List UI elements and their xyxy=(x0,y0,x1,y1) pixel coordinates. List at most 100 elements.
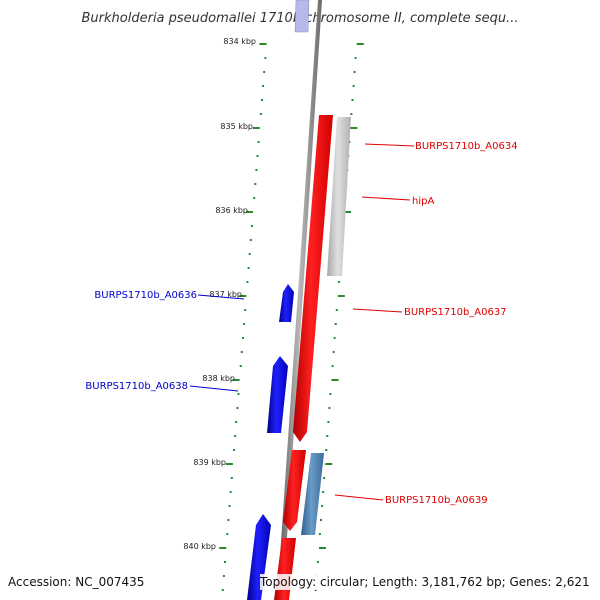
label-hipa[interactable]: hipA xyxy=(412,196,434,207)
minor-tick xyxy=(256,155,259,157)
minor-tick xyxy=(248,253,251,255)
minor-tick xyxy=(229,491,232,493)
minor-tick xyxy=(314,589,317,591)
major-tick xyxy=(239,295,247,297)
minor-tick xyxy=(326,435,329,437)
minor-tick xyxy=(257,141,260,143)
minor-tick xyxy=(316,561,319,563)
tick-label-836: 836 kbp xyxy=(215,206,248,215)
tick-labels: 834 kbp 835 kbp 836 kbp 837 kbp 838 kbp … xyxy=(183,37,256,551)
major-tick xyxy=(259,43,267,45)
gene-feature-steel[interactable] xyxy=(301,453,324,535)
minor-tick xyxy=(332,351,335,353)
tick-label-835: 835 kbp xyxy=(220,122,253,131)
gene-feature-red-bottom[interactable] xyxy=(274,538,296,600)
minor-tick xyxy=(250,225,253,227)
minor-tick xyxy=(255,169,258,171)
minor-tick xyxy=(333,337,336,339)
minor-tick xyxy=(242,337,244,339)
minor-tick xyxy=(228,505,231,507)
minor-tick xyxy=(227,519,230,521)
minor-tick xyxy=(224,561,226,563)
leader-a0636 xyxy=(197,294,245,300)
minor-tick xyxy=(335,309,338,311)
label-burps1710b-a0634[interactable]: BURPS1710b_A0634 xyxy=(415,141,518,152)
gene-burps1710b-a0638[interactable] xyxy=(267,356,288,433)
major-tick xyxy=(325,463,333,465)
gene-burps1710b-a0637[interactable] xyxy=(293,115,333,442)
leader-a0638 xyxy=(189,385,239,392)
minor-tick xyxy=(222,575,225,577)
minor-tick xyxy=(262,85,265,87)
minor-tick xyxy=(320,519,322,521)
major-tick xyxy=(356,43,364,45)
gene-burps1710b-a0636[interactable] xyxy=(279,284,294,322)
gene-feature-top[interactable] xyxy=(294,0,310,33)
minor-tick xyxy=(325,449,328,451)
minor-tick xyxy=(322,491,325,493)
minor-tick xyxy=(240,351,243,353)
major-tick xyxy=(246,211,253,213)
label-burps1710b-a0639[interactable]: BURPS1710b_A0639 xyxy=(385,495,488,506)
minor-tick xyxy=(261,99,263,101)
label-leaders xyxy=(189,143,415,501)
major-tick xyxy=(225,463,233,465)
minor-tick xyxy=(233,449,235,451)
minor-tick xyxy=(244,309,247,311)
minor-tick xyxy=(236,407,239,409)
minor-tick xyxy=(331,365,334,367)
major-tick xyxy=(350,127,358,129)
minor-tick xyxy=(328,407,331,409)
minor-tick xyxy=(247,267,250,269)
major-tick xyxy=(232,379,240,381)
label-burps1710b-a0637[interactable]: BURPS1710b_A0637 xyxy=(404,307,507,318)
major-tick xyxy=(331,379,339,381)
gene-burps1710b-a0639[interactable] xyxy=(283,450,306,531)
leader-hipa xyxy=(361,196,411,201)
minor-tick xyxy=(246,281,249,283)
minor-tick xyxy=(329,393,332,395)
major-tick xyxy=(337,295,345,297)
genome-backbone xyxy=(277,0,322,600)
minor-tick xyxy=(259,113,262,115)
minor-tick xyxy=(243,323,246,325)
minor-tick xyxy=(254,183,257,185)
minor-tick xyxy=(351,99,354,101)
tick-label-840: 840 kbp xyxy=(183,542,216,551)
label-burps1710b-a0638[interactable]: BURPS1710b_A0638 xyxy=(85,381,188,392)
major-tick xyxy=(344,211,352,213)
leader-a0639 xyxy=(334,494,384,501)
leader-a0637 xyxy=(352,308,403,313)
tick-label-834: 834 kbp xyxy=(223,37,256,46)
topology-info: Topology: circular; Length: 3,181,762 bp… xyxy=(260,574,590,590)
minor-tick xyxy=(318,533,321,535)
minor-tick xyxy=(321,505,324,507)
minor-tick xyxy=(237,393,240,395)
tick-label-838: 838 kbp xyxy=(202,374,235,383)
minor-tick xyxy=(334,323,337,325)
major-tick xyxy=(219,547,227,549)
minor-tick xyxy=(354,57,357,59)
minor-tick xyxy=(235,421,238,423)
minor-tick xyxy=(337,281,340,283)
minor-tick xyxy=(353,71,356,73)
gene-feature-gray[interactable] xyxy=(327,117,351,276)
minor-tick xyxy=(352,85,355,87)
tick-label-839: 839 kbp xyxy=(193,458,226,467)
minor-tick xyxy=(226,533,229,535)
gene-labels: BURPS1710b_A0634 hipA BURPS1710b_A0636 B… xyxy=(85,141,517,506)
minor-tick xyxy=(239,365,242,367)
tick-label-837: 837 kbp xyxy=(209,290,242,299)
minor-tick xyxy=(253,197,256,199)
gene-feature-blue-bottom[interactable] xyxy=(247,514,271,600)
label-burps1710b-a0636[interactable]: BURPS1710b_A0636 xyxy=(94,290,197,301)
major-tick xyxy=(252,127,260,129)
minor-tick xyxy=(264,57,267,59)
minor-tick xyxy=(221,589,224,591)
minor-tick xyxy=(249,239,252,241)
minor-tick xyxy=(323,477,326,479)
minor-tick xyxy=(230,477,233,479)
outer-tick-ring xyxy=(219,43,267,591)
minor-tick xyxy=(350,113,353,115)
